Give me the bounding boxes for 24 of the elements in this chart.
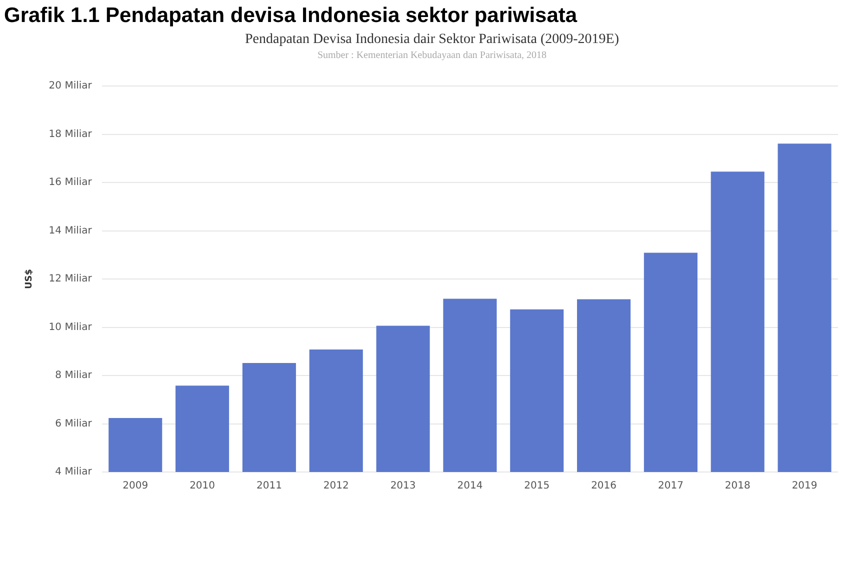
y-axis-title: US$ [24, 268, 35, 290]
x-tick-label: 2013 [390, 480, 416, 492]
y-tick-label: 6 Miliar [55, 418, 93, 430]
x-tick-label: 2016 [591, 480, 617, 492]
x-tick-label: 2009 [122, 480, 148, 492]
y-tick-label: 14 Miliar [48, 225, 93, 236]
y-tick-label: 16 Miliar [48, 177, 93, 188]
y-tick-label: 18 Miliar [48, 128, 93, 140]
y-tick-label: 12 Miliar [48, 274, 93, 285]
chart-title: Grafik 1.1 Pendapatan devisa Indonesia sektor pariwisata [4, 4, 578, 28]
y-tick-label: 10 Miliar [48, 322, 93, 333]
x-tick-label: 2015 [524, 480, 550, 492]
y-tick-label: 4 Miliar [55, 466, 93, 478]
x-tick-label: 2011 [256, 480, 282, 492]
x-tick-label: 2018 [724, 480, 750, 492]
y-tick-label: 20 Miliar [48, 80, 93, 92]
chart-subtitle: Pendapatan Devisa Indonesia dair Sektor Pariwisata (2009-2019E) [244, 32, 620, 48]
x-tick-label: 2010 [190, 480, 216, 492]
x-tick-label: 2014 [457, 480, 483, 492]
x-tick-label: 2017 [658, 480, 684, 492]
x-tick-label: 2019 [792, 480, 818, 492]
x-tick-label: 2012 [323, 480, 349, 492]
text: Sumber : Kementerian Kebudayaan dan Pariwisata, 2018 [316, 50, 548, 61]
y-tick-label: 8 Miliar [55, 370, 93, 382]
